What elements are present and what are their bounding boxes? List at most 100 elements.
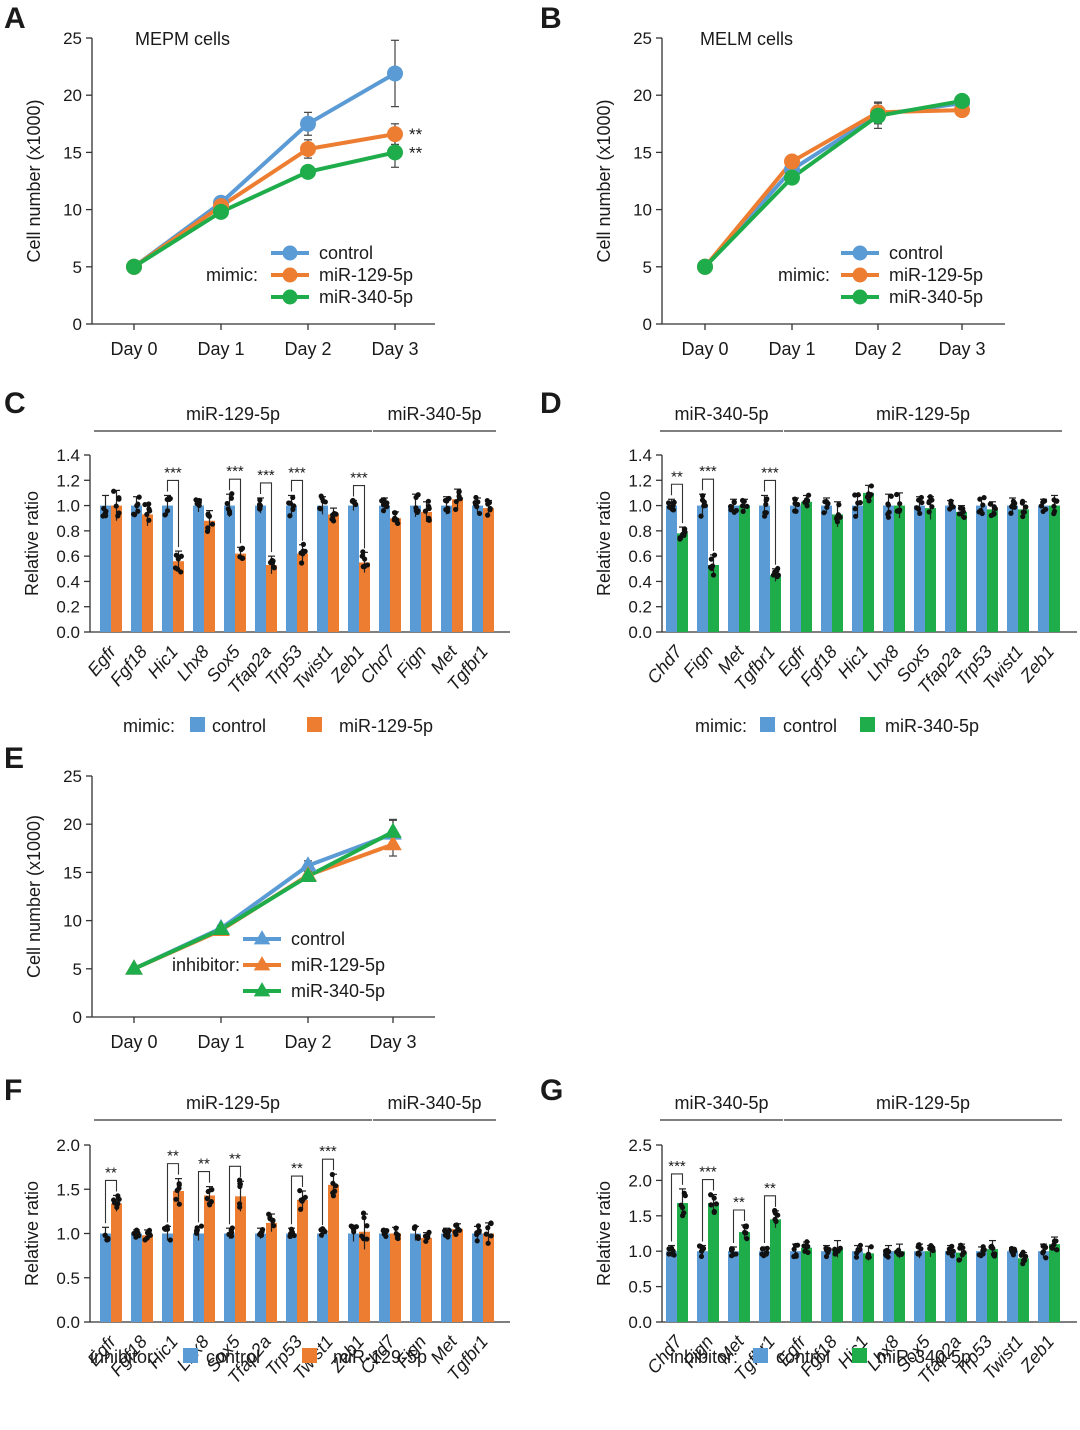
replicate-dot <box>452 1229 458 1235</box>
legend-swatch <box>190 717 205 732</box>
y-tick-label: 1.4 <box>56 446 80 465</box>
replicate-dot <box>271 565 277 571</box>
replicate-dot <box>229 491 235 497</box>
replicate-dot <box>988 512 994 519</box>
legend-label: miR-340-5p <box>889 287 983 307</box>
y-tick-label: 0.2 <box>628 598 652 617</box>
replicate-dot <box>146 501 152 507</box>
chart-title: MELM cells <box>700 29 793 49</box>
group-label: miR-129-5p <box>186 1093 280 1113</box>
x-tick-label: Zeb1 <box>1016 642 1058 687</box>
replicate-dot <box>360 549 366 555</box>
group-label: miR-340-5p <box>387 1093 481 1113</box>
data-point-2 <box>697 258 713 275</box>
replicate-dot <box>981 1247 987 1253</box>
significance-label: *** <box>319 1143 337 1160</box>
significance-bracket <box>352 484 366 549</box>
data-point-2 <box>299 866 317 883</box>
y-tick-label: 0.8 <box>628 522 652 541</box>
replicate-dot <box>981 495 987 501</box>
replicate-dot <box>774 567 780 574</box>
replicate-dot <box>423 1238 429 1244</box>
replicate-dot <box>453 498 459 505</box>
replicate-dot <box>918 1246 924 1252</box>
bar-1 <box>421 1237 432 1322</box>
replicate-dot <box>237 1177 243 1183</box>
y-tick-label: 1.4 <box>628 446 652 465</box>
series-line-2 <box>132 150 396 269</box>
legend-swatch <box>183 1348 198 1363</box>
significance-bracket <box>321 1158 335 1226</box>
replicate-dot <box>980 1251 986 1257</box>
bar-1 <box>1018 1258 1029 1322</box>
bar-1 <box>235 553 246 632</box>
replicate-dot <box>1043 1255 1049 1261</box>
replicate-dot <box>178 569 184 575</box>
replicate-dot <box>267 1216 274 1222</box>
significance-bracket <box>670 1173 684 1242</box>
legend-swatch <box>753 1348 768 1363</box>
replicate-dot <box>364 562 371 568</box>
legend-label: miR-129-5p <box>319 265 413 285</box>
replicate-dot <box>115 1193 121 1199</box>
bar-0 <box>945 1251 956 1322</box>
replicate-dot <box>669 506 675 512</box>
replicate-dot <box>1051 511 1057 517</box>
replicate-dot <box>899 1251 905 1257</box>
replicate-dot <box>835 512 842 518</box>
replicate-dot <box>711 1195 717 1201</box>
y-tick-label: 1.0 <box>628 497 652 516</box>
bar-1 <box>297 553 308 632</box>
bar-1 <box>173 561 184 632</box>
replicate-dot <box>476 510 483 517</box>
bar-0 <box>976 1251 987 1322</box>
bar-0 <box>224 1233 235 1322</box>
bar-1 <box>1049 505 1060 632</box>
replicate-dot <box>226 508 233 514</box>
group-label: miR-129-5p <box>876 1093 970 1113</box>
replicate-dot <box>485 1225 491 1231</box>
replicate-dot <box>961 514 967 520</box>
replicate-dot <box>444 498 450 504</box>
bar-0 <box>759 1251 770 1322</box>
replicate-dot <box>298 1206 304 1212</box>
bar-1 <box>266 1222 277 1322</box>
replicate-dot <box>445 1229 451 1235</box>
data-point-2 <box>126 258 142 275</box>
replicate-dot <box>380 508 387 514</box>
y-tick-label: 0.5 <box>628 1278 652 1297</box>
replicate-dot <box>142 1237 148 1243</box>
bar-1 <box>328 514 339 632</box>
data-point-1 <box>784 153 800 170</box>
replicate-dot <box>821 510 827 516</box>
replicate-dot <box>361 1215 367 1221</box>
replicate-dot <box>205 525 211 531</box>
x-tick-label: Fign <box>392 642 430 682</box>
legend-label: control <box>783 716 837 736</box>
bar-1 <box>452 1229 463 1322</box>
panel-G: G 0.0 0.5 1.0 1.5 2.0 2.5 Relative ratio miR-340… <box>540 1074 1077 1388</box>
replicate-dot <box>360 1210 367 1216</box>
y-tick-label: 5 <box>73 960 82 979</box>
replicate-dot <box>805 1243 811 1250</box>
replicate-dot <box>883 1252 889 1259</box>
replicate-dot <box>453 506 459 513</box>
bar-0 <box>852 1251 863 1322</box>
replicate-dot <box>457 496 463 502</box>
replicate-dot <box>300 551 306 557</box>
bar-1 <box>111 1203 122 1322</box>
replicate-dot <box>774 574 780 580</box>
y-tick-label: 20 <box>63 86 82 105</box>
bar-1 <box>204 520 215 632</box>
replicate-dot <box>330 515 336 521</box>
y-tick-label: 0 <box>643 315 652 334</box>
panel-D: D 0.0 0.2 0.4 0.6 0.8 1.0 1.2 1.4 Relative ratio m… <box>540 387 1077 736</box>
replicate-dot <box>1053 498 1060 504</box>
replicate-dot <box>948 503 954 509</box>
bar-0 <box>317 505 328 632</box>
replicate-dot <box>980 502 986 508</box>
replicate-dot <box>698 1253 705 1260</box>
x-tick-label: Day 3 <box>369 1032 416 1052</box>
data-point-2 <box>784 169 800 186</box>
series-line-1 <box>132 132 396 269</box>
